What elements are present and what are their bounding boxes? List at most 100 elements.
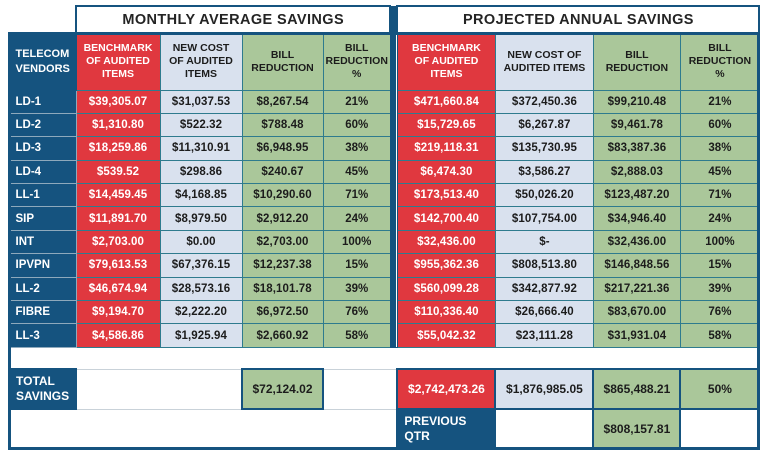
monthly-benchmark-cell: $539.52 bbox=[75, 159, 161, 185]
total-annual-new-cost-cell: $1,876,985.05 bbox=[494, 368, 595, 411]
spacer-row bbox=[9, 347, 760, 370]
total-savings-row: TOTAL SAVINGS $72,124.02 $2,742,473.26 $… bbox=[8, 368, 761, 411]
table-row: FIBRE $9,194.70 $2,222.20 $6,972.50 76% … bbox=[8, 300, 760, 325]
vendor-cell: LD-2 bbox=[8, 112, 77, 138]
monthly-pct-cell: 15% bbox=[322, 253, 391, 278]
monthly-pct-cell: 38% bbox=[322, 136, 391, 161]
col-header-monthly-benchmark: BENCHMARK OF AUDITED ITEMS bbox=[75, 32, 161, 91]
annual-pct-cell: 100% bbox=[679, 229, 760, 255]
annual-new-cost-cell: $135,730.95 bbox=[494, 136, 594, 161]
corner-spacer bbox=[9, 6, 76, 33]
annual-benchmark-cell: $15,729.65 bbox=[396, 112, 496, 138]
col-header-annual-bill-reduction-pct: BILL REDUCTION % bbox=[679, 32, 760, 91]
monthly-benchmark-cell: $39,305.07 bbox=[75, 89, 161, 114]
annual-new-cost-cell: $107,754.00 bbox=[494, 206, 594, 231]
table-row: LD-1 $39,305.07 $31,037.53 $8,267.54 21%… bbox=[8, 89, 760, 114]
annual-bill-reduction-cell: $99,210.48 bbox=[592, 89, 681, 114]
monthly-new-cost-cell: $28,573.16 bbox=[159, 276, 243, 302]
col-header-monthly-new-cost: NEW COST OF AUDITED ITEMS bbox=[159, 32, 243, 91]
annual-benchmark-cell: $173,513.40 bbox=[396, 183, 496, 208]
table-row: LL-2 $46,674.94 $28,573.16 $18,101.78 39… bbox=[8, 276, 760, 302]
annual-pct-cell: 15% bbox=[679, 253, 760, 278]
spacer-cell bbox=[9, 347, 760, 370]
monthly-bill-reduction-cell: $8,267.54 bbox=[241, 89, 324, 114]
previous-qtr-new-cost-empty-cell bbox=[494, 408, 594, 450]
monthly-benchmark-cell: $11,891.70 bbox=[75, 206, 161, 231]
monthly-bill-reduction-cell: $6,972.50 bbox=[241, 300, 324, 325]
annual-pct-cell: 39% bbox=[679, 276, 760, 302]
monthly-pct-cell: 45% bbox=[322, 159, 391, 185]
monthly-benchmark-cell: $46,674.94 bbox=[75, 276, 161, 302]
col-header-monthly-bill-reduction: BILL REDUCTION bbox=[241, 32, 324, 91]
vendor-cell: INT bbox=[8, 229, 77, 255]
monthly-bill-reduction-cell: $10,290.60 bbox=[241, 183, 324, 208]
annual-bill-reduction-cell: $32,436.00 bbox=[592, 229, 681, 255]
annual-benchmark-cell: $55,042.32 bbox=[396, 323, 496, 348]
previous-qtr-label: PREVIOUS QTR bbox=[396, 408, 497, 451]
monthly-pct-cell: 71% bbox=[322, 183, 391, 208]
col-header-annual-new-cost: NEW COST OF AUDITED ITEMS bbox=[494, 32, 594, 91]
monthly-new-cost-cell: $4,168.85 bbox=[159, 183, 243, 208]
vendor-cell: IPVPN bbox=[8, 253, 77, 278]
monthly-pct-cell: 39% bbox=[322, 276, 391, 302]
monthly-bill-reduction-cell: $18,101.78 bbox=[241, 276, 324, 302]
table-row: IPVPN $79,613.53 $67,376.15 $12,237.38 1… bbox=[8, 253, 760, 278]
monthly-new-cost-cell: $8,979.50 bbox=[159, 206, 243, 231]
monthly-new-cost-cell: $298.86 bbox=[159, 159, 243, 185]
previous-qtr-row: PREVIOUS QTR $808,157.81 bbox=[8, 408, 760, 451]
monthly-bill-reduction-cell: $2,660.92 bbox=[241, 323, 324, 348]
annual-bill-reduction-cell: $123,487.20 bbox=[592, 183, 681, 208]
monthly-pct-cell: 100% bbox=[322, 229, 391, 255]
monthly-benchmark-cell: $1,310.80 bbox=[75, 112, 161, 138]
annual-bill-reduction-cell: $34,946.40 bbox=[592, 206, 681, 231]
table-row: LD-4 $539.52 $298.86 $240.67 45% $6,474.… bbox=[8, 159, 760, 185]
vendor-cell: SIP bbox=[8, 206, 77, 231]
annual-pct-cell: 21% bbox=[679, 89, 760, 114]
annual-benchmark-cell: $6,474.30 bbox=[396, 159, 496, 185]
annual-benchmark-cell: $142,700.40 bbox=[396, 206, 496, 231]
monthly-benchmark-cell: $2,703.00 bbox=[75, 229, 161, 255]
vendor-cell: LD-3 bbox=[8, 136, 77, 161]
monthly-benchmark-cell: $18,259.86 bbox=[75, 136, 161, 161]
annual-new-cost-cell: $342,877.92 bbox=[494, 276, 594, 302]
monthly-benchmark-cell: $79,613.53 bbox=[75, 253, 161, 278]
total-monthly-empty-cell bbox=[75, 368, 243, 410]
annual-pct-cell: 38% bbox=[679, 136, 760, 161]
annual-bill-reduction-cell: $2,888.03 bbox=[592, 159, 681, 185]
annual-benchmark-cell: $471,660.84 bbox=[396, 89, 496, 114]
annual-new-cost-cell: $50,026.20 bbox=[494, 183, 594, 208]
table-row: LL-1 $14,459.45 $4,168.85 $10,290.60 71%… bbox=[8, 183, 760, 208]
annual-bill-reduction-cell: $83,670.00 bbox=[592, 300, 681, 325]
monthly-pct-cell: 58% bbox=[322, 323, 391, 348]
total-savings-label: TOTAL SAVINGS bbox=[8, 368, 77, 411]
savings-report: MONTHLY AVERAGE SAVINGS PROJECTED ANNUAL… bbox=[8, 5, 761, 451]
annual-bill-reduction-cell: $146,848.56 bbox=[592, 253, 681, 278]
total-annual-benchmark-cell: $2,742,473.26 bbox=[396, 368, 497, 411]
monthly-pct-cell: 76% bbox=[322, 300, 391, 325]
annual-new-cost-cell: $23,111.28 bbox=[494, 323, 594, 348]
annual-bill-reduction-cell: $9,461.78 bbox=[592, 112, 681, 138]
annual-new-cost-cell: $6,267.87 bbox=[494, 112, 594, 138]
vendor-cell: LD-4 bbox=[8, 159, 77, 185]
monthly-benchmark-cell: $14,459.45 bbox=[75, 183, 161, 208]
table-row: LD-3 $18,259.86 $11,310.91 $6,948.95 38%… bbox=[8, 136, 760, 161]
annual-bill-reduction-cell: $83,387.36 bbox=[592, 136, 681, 161]
vendor-cell: FIBRE bbox=[8, 300, 77, 325]
monthly-benchmark-cell: $9,194.70 bbox=[75, 300, 161, 325]
monthly-new-cost-cell: $0.00 bbox=[159, 229, 243, 255]
col-header-vendor: TELECOM VENDORS bbox=[8, 32, 77, 91]
previous-qtr-pct-empty-cell bbox=[679, 408, 760, 450]
col-header-annual-benchmark: BENCHMARK OF AUDITED ITEMS bbox=[396, 32, 496, 91]
section-title-row: MONTHLY AVERAGE SAVINGS PROJECTED ANNUAL… bbox=[9, 5, 761, 348]
previous-qtr-bill-reduction-cell: $808,157.81 bbox=[592, 408, 682, 451]
monthly-pct-cell: 60% bbox=[322, 112, 391, 138]
col-header-annual-bill-reduction: BILL REDUCTION bbox=[592, 32, 681, 91]
annual-benchmark-cell: $560,099.28 bbox=[396, 276, 496, 302]
monthly-new-cost-cell: $67,376.15 bbox=[159, 253, 243, 278]
annual-pct-cell: 76% bbox=[679, 300, 760, 325]
monthly-section-title: MONTHLY AVERAGE SAVINGS bbox=[74, 5, 392, 34]
annual-section-title: PROJECTED ANNUAL SAVINGS bbox=[396, 5, 761, 34]
table-row: SIP $11,891.70 $8,979.50 $2,912.20 24% $… bbox=[8, 206, 760, 231]
table-row: INT $2,703.00 $0.00 $2,703.00 100% $32,4… bbox=[8, 229, 760, 255]
monthly-new-cost-cell: $11,310.91 bbox=[159, 136, 243, 161]
